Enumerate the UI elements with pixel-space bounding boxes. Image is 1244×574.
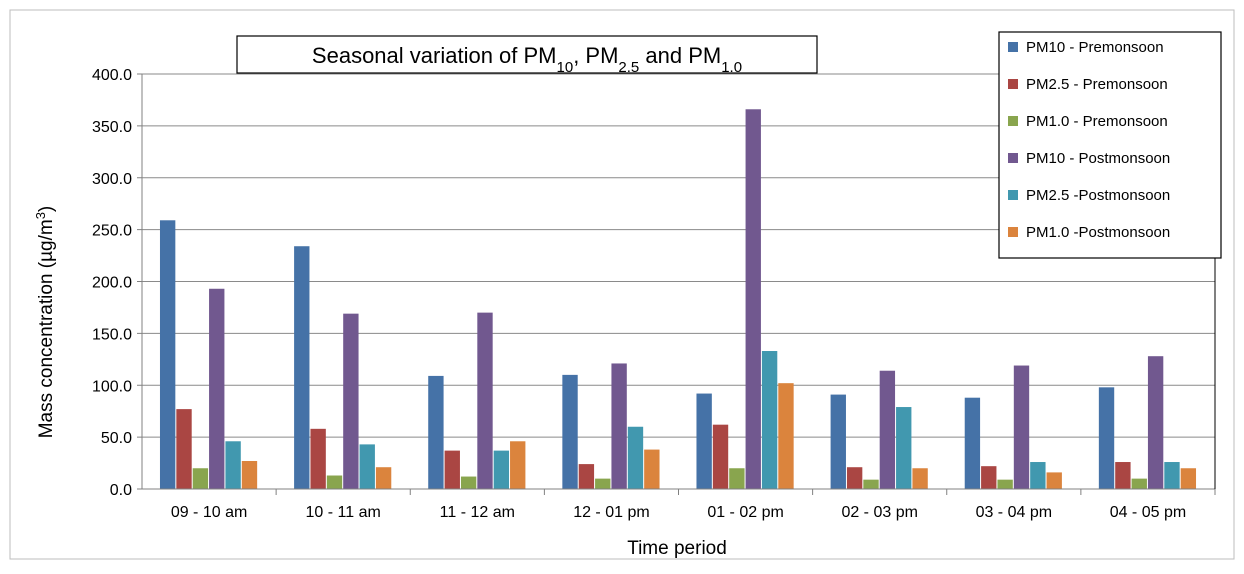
bar-5-5 bbox=[761, 351, 778, 489]
y-tick-label: 150.0 bbox=[92, 326, 132, 343]
title-text-part: and PM bbox=[639, 43, 721, 68]
x-tick-label: 11 - 12 am bbox=[440, 504, 515, 521]
legend-label: PM1.0 -Postmonsoon bbox=[1026, 224, 1170, 241]
x-tick-labels: 09 - 10 am 10 - 11 am 11 - 12 am 12 - 01 pm… bbox=[171, 489, 1216, 521]
bar-2-7 bbox=[981, 466, 997, 489]
y-label-text: Mass concentration (µg/m bbox=[36, 219, 57, 438]
y-label-tail: ) bbox=[36, 206, 57, 212]
bar-3-3 bbox=[460, 476, 477, 489]
y-tick-label: 100.0 bbox=[92, 378, 132, 395]
legend-swatch bbox=[1008, 116, 1018, 126]
bar-5-1 bbox=[225, 441, 241, 489]
bar-2-4 bbox=[578, 464, 595, 489]
x-tick-label: 09 - 10 am bbox=[171, 504, 247, 521]
y-tick-label: 400.0 bbox=[92, 67, 132, 84]
bar-1-6 bbox=[830, 394, 846, 489]
legend-border bbox=[998, 31, 1222, 259]
x-tick-label: 12 - 01 pm bbox=[573, 504, 649, 521]
bar-1-2 bbox=[294, 246, 310, 489]
y-axis-label: Mass concentration (µg/m3) bbox=[33, 206, 58, 439]
bar-2-2 bbox=[310, 428, 326, 489]
legend-label: PM2.5 -Postmonsoon bbox=[1026, 187, 1170, 204]
title-text-part: , PM bbox=[573, 43, 618, 68]
bar-3-5 bbox=[729, 468, 745, 489]
legend-swatch bbox=[1008, 227, 1018, 237]
x-tick-label: 04 - 05 pm bbox=[1110, 504, 1186, 521]
legend-swatch bbox=[1008, 79, 1018, 89]
bar-3-8 bbox=[1131, 478, 1147, 489]
bar-4-7 bbox=[1013, 365, 1030, 489]
bar-5-6 bbox=[896, 407, 912, 489]
bar-5-2 bbox=[359, 444, 375, 489]
x-tick-label: 01 - 02 pm bbox=[707, 504, 783, 521]
bar-4-8 bbox=[1147, 356, 1164, 489]
bar-2-5 bbox=[712, 424, 729, 489]
x-axis-label: Time period bbox=[627, 538, 727, 559]
bar-3-4 bbox=[595, 478, 611, 489]
bar-1-4 bbox=[562, 374, 578, 489]
x-tick-label: 10 - 11 am bbox=[306, 504, 381, 521]
bar-4-4 bbox=[611, 363, 627, 489]
bars bbox=[159, 109, 1197, 490]
bar-6-4 bbox=[644, 449, 660, 489]
bar-2-1 bbox=[176, 409, 192, 489]
y-tick-label: 0.0 bbox=[110, 482, 132, 499]
chart-title-box: Seasonal variation of PM10, PM2.5 and PM… bbox=[236, 35, 818, 76]
legend-label: PM10 - Postmonsoon bbox=[1026, 150, 1170, 167]
bar-5-3 bbox=[493, 450, 510, 489]
bar-5-4 bbox=[627, 426, 644, 489]
title-subscript: 10 bbox=[557, 59, 574, 76]
bar-3-6 bbox=[863, 479, 879, 489]
bar-4-2 bbox=[343, 313, 359, 489]
title-text-part: Seasonal variation of PM bbox=[312, 43, 557, 68]
legend-label: PM1.0 - Premonsoon bbox=[1026, 113, 1168, 130]
y-tick-labels: 0.0 50.0 100.0 150.0 200.0 250.0 300.0 350.0 400… bbox=[92, 67, 142, 499]
bar-2-8 bbox=[1115, 462, 1131, 489]
bar-4-6 bbox=[879, 370, 896, 489]
bar-1-5 bbox=[696, 393, 712, 489]
bar-6-7 bbox=[1046, 472, 1062, 489]
y-tick-label: 350.0 bbox=[92, 119, 132, 136]
bar-3-7 bbox=[997, 479, 1013, 489]
y-tick-label: 200.0 bbox=[92, 275, 132, 292]
bar-4-5 bbox=[745, 109, 761, 490]
legend: PM10 - Premonsoon PM2.5 - Premonsoon PM1.0… bbox=[998, 31, 1222, 259]
title-subscript: 2.5 bbox=[618, 59, 639, 76]
bar-1-8 bbox=[1098, 387, 1115, 489]
bar-6-2 bbox=[375, 467, 392, 489]
bar-1-3 bbox=[428, 375, 444, 489]
y-tick-label: 50.0 bbox=[101, 430, 132, 447]
bar-4-3 bbox=[477, 312, 493, 489]
chart-title: Seasonal variation of PM10, PM2.5 and PM… bbox=[312, 43, 742, 76]
legend-label: PM10 - Premonsoon bbox=[1026, 39, 1164, 56]
bar-2-3 bbox=[444, 450, 460, 489]
bar-2-6 bbox=[846, 467, 863, 489]
y-label-superscript: 3 bbox=[33, 212, 48, 219]
bar-1-7 bbox=[964, 397, 981, 489]
legend-label: PM2.5 - Premonsoon bbox=[1026, 76, 1168, 93]
bar-3-2 bbox=[326, 475, 343, 489]
legend-swatch bbox=[1008, 190, 1018, 200]
x-tick-label: 03 - 04 pm bbox=[976, 504, 1052, 521]
bar-6-1 bbox=[241, 460, 258, 489]
bar-6-8 bbox=[1180, 468, 1197, 489]
title-border bbox=[236, 35, 818, 74]
y-tick-label: 300.0 bbox=[92, 171, 132, 188]
legend-swatch bbox=[1008, 153, 1018, 163]
bar-6-3 bbox=[510, 441, 526, 489]
bar-5-7 bbox=[1030, 462, 1046, 489]
bar-4-1 bbox=[209, 288, 225, 489]
bar-3-1 bbox=[192, 468, 209, 489]
legend-swatch bbox=[1008, 42, 1018, 52]
bar-6-6 bbox=[912, 468, 928, 489]
bar-5-8 bbox=[1164, 462, 1180, 489]
y-tick-label: 250.0 bbox=[92, 223, 132, 240]
bar-1-1 bbox=[159, 220, 176, 489]
title-subscript: 1.0 bbox=[721, 59, 742, 76]
x-tick-label: 02 - 03 pm bbox=[841, 504, 917, 521]
bar-6-5 bbox=[778, 383, 794, 489]
